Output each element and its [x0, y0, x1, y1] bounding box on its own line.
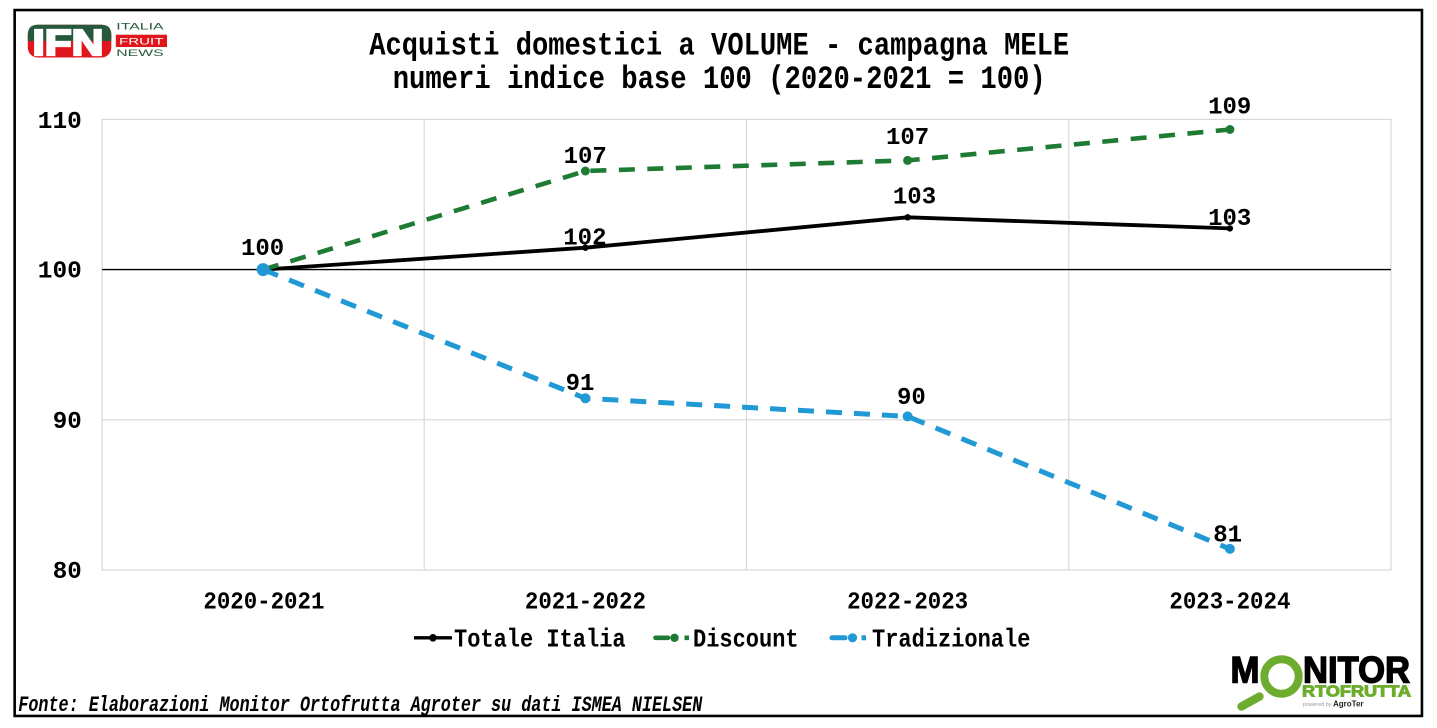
svg-text:AgroTer: AgroTer	[1333, 700, 1364, 709]
svg-text:NEWS: NEWS	[116, 48, 163, 58]
svg-text:109: 109	[1208, 94, 1251, 121]
svg-text:2023-2024: 2023-2024	[1169, 589, 1290, 616]
svg-text:81: 81	[1213, 523, 1242, 550]
svg-text:RTOFRUTTA: RTOFRUTTA	[1302, 683, 1411, 700]
svg-text:90: 90	[897, 385, 926, 412]
svg-text:107: 107	[886, 125, 929, 152]
svg-text:90: 90	[53, 409, 82, 436]
svg-text:102: 102	[563, 225, 606, 252]
svg-text:numeri indice base 100 (2020-2: numeri indice base 100 (2020-2021 = 100)	[393, 61, 1046, 98]
svg-text:IFN: IFN	[33, 22, 104, 63]
svg-text:Acquisti domestici a VOLUME -: Acquisti domestici a VOLUME - campagna M…	[369, 28, 1069, 65]
svg-text:110: 110	[38, 109, 82, 136]
svg-text:91: 91	[566, 371, 595, 398]
svg-text:2022-2023: 2022-2023	[847, 589, 968, 616]
svg-text:FRUIT: FRUIT	[119, 36, 164, 46]
svg-text:powered by: powered by	[1303, 702, 1332, 708]
svg-text:Fonte: Elaborazioni Monitor Or: Fonte: Elaborazioni Monitor Ortofrutta A…	[18, 693, 703, 718]
svg-text:2020-2021: 2020-2021	[203, 589, 324, 616]
svg-text:Discount: Discount	[693, 624, 799, 654]
svg-text:100: 100	[241, 236, 284, 263]
svg-text:NITOR: NITOR	[1303, 650, 1410, 691]
svg-text:100: 100	[38, 259, 82, 286]
svg-text:M: M	[1231, 650, 1260, 691]
svg-text:80: 80	[53, 559, 82, 586]
svg-text:103: 103	[893, 185, 936, 212]
svg-text:Tradizionale: Tradizionale	[872, 624, 1030, 654]
svg-text:Totale Italia: Totale Italia	[454, 624, 626, 654]
svg-text:103: 103	[1208, 206, 1251, 233]
svg-text:2021-2022: 2021-2022	[525, 589, 646, 616]
svg-text:ITALIA: ITALIA	[116, 22, 163, 32]
svg-text:107: 107	[564, 144, 607, 171]
